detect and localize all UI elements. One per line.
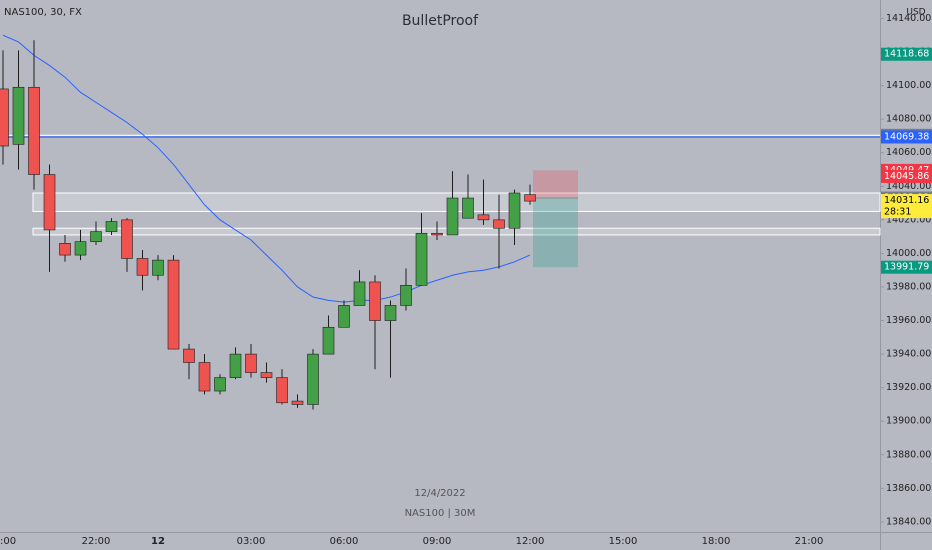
candle-body xyxy=(276,377,288,404)
candle-body xyxy=(353,281,366,306)
x-tick-label: 03:00 xyxy=(237,536,266,547)
x-tick-label: 15:00 xyxy=(609,536,638,547)
price-tag-label: 14045.86 xyxy=(884,171,929,182)
y-tick-label: 14040.00 xyxy=(886,181,931,192)
date-label: 12/4/2022 xyxy=(414,488,465,499)
price-tag xyxy=(881,47,932,61)
candle-body xyxy=(59,243,71,256)
candle-body xyxy=(291,400,304,405)
x-tick-label: :00 xyxy=(0,536,16,547)
candle-body xyxy=(524,194,536,202)
candle-body xyxy=(400,284,412,306)
candle-body xyxy=(105,221,118,232)
candle-body xyxy=(74,241,87,256)
y-tick-label: 13920.00 xyxy=(886,382,931,393)
candle-body xyxy=(136,258,149,276)
price-tag-label: 14031.16 xyxy=(884,195,929,206)
x-tick-label: 12:00 xyxy=(516,536,545,547)
y-tick-label: 14100.00 xyxy=(886,80,931,91)
price-tag xyxy=(881,260,932,274)
x-tick-label: 09:00 xyxy=(423,536,452,547)
y-tick-label: 14000.00 xyxy=(886,248,931,259)
y-tick-label: 14060.00 xyxy=(886,147,931,158)
y-tick-label: 13860.00 xyxy=(886,483,931,494)
x-tick-label: 06:00 xyxy=(330,536,359,547)
x-tick-label: 18:00 xyxy=(702,536,731,547)
candle-body xyxy=(90,231,102,242)
candle-body xyxy=(369,281,381,321)
y-tick-label: 13840.00 xyxy=(886,516,931,527)
price-tag xyxy=(881,194,932,219)
candle-body xyxy=(477,214,490,221)
candle-body xyxy=(183,348,195,363)
candle-body xyxy=(0,88,9,147)
x-tick-label: 21:00 xyxy=(795,536,824,547)
symbol-label: NAS100, 30, FX xyxy=(4,7,82,18)
y-tick-label: 14020.00 xyxy=(886,214,931,225)
candle-body xyxy=(214,377,226,392)
candle-body xyxy=(431,232,443,236)
price-tag xyxy=(881,169,932,183)
countdown-label: 28:31 xyxy=(884,207,911,218)
candle-body xyxy=(307,353,319,405)
candle-body xyxy=(43,174,56,231)
stop-zone xyxy=(533,170,578,199)
price-tag-label: 13991.79 xyxy=(884,262,929,273)
price-axis: 13840.00 13860.00 13880.00 13900.00 13920.00… xyxy=(880,13,932,527)
moving-average xyxy=(2,34,531,303)
candle-body xyxy=(12,86,25,145)
x-tick-label: 12 xyxy=(151,536,165,547)
y-tick-label: 14140.00 xyxy=(886,13,931,24)
x-tick-label: 22:00 xyxy=(82,536,111,547)
price-tag xyxy=(881,130,932,144)
candle-body xyxy=(28,86,40,175)
candle-body xyxy=(508,192,521,229)
candle-body xyxy=(260,372,273,378)
currency-label: USD xyxy=(906,8,925,18)
candle-body xyxy=(152,259,164,276)
plot-area xyxy=(0,34,881,410)
candle-body xyxy=(245,353,257,373)
y-tick-label: 13980.00 xyxy=(886,281,931,292)
candle-body xyxy=(493,219,505,229)
target-zone xyxy=(533,198,578,268)
price-tag-label: 14118.68 xyxy=(884,49,929,60)
candle-body xyxy=(229,353,242,378)
candle-body xyxy=(462,197,474,219)
y-tick-label: 13900.00 xyxy=(886,416,931,427)
price-tag-label: 14069.38 xyxy=(884,131,929,142)
candle-body xyxy=(384,305,397,321)
candle-body xyxy=(415,232,428,286)
candle-body xyxy=(198,362,211,392)
y-tick-label: 13960.00 xyxy=(886,315,931,326)
candle-body xyxy=(167,259,180,350)
candle-body xyxy=(446,197,459,236)
candle-body xyxy=(322,326,335,355)
y-tick-label: 14080.00 xyxy=(886,114,931,125)
candle-body xyxy=(338,305,350,328)
candle-body xyxy=(121,219,133,259)
y-tick-label: 13940.00 xyxy=(886,349,931,360)
chart-title: BulletProof xyxy=(402,13,479,29)
watermark: NAS100 | 30M xyxy=(405,508,476,519)
y-tick-label: 13880.00 xyxy=(886,449,931,460)
